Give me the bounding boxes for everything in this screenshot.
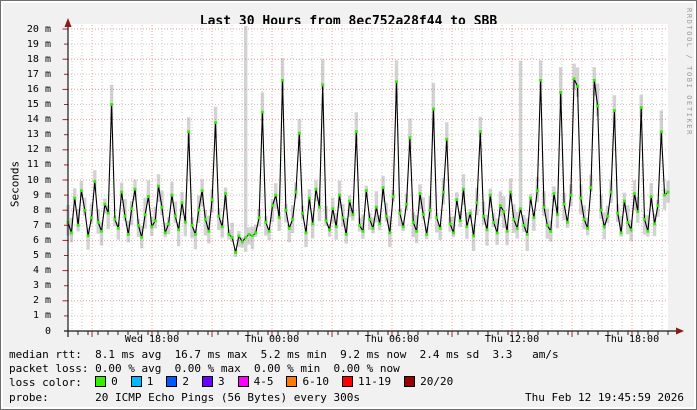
y-axis-arrow-icon	[64, 18, 72, 27]
loss-color-item: 11-19	[341, 375, 392, 389]
loss-color-swatch-icon	[201, 376, 213, 388]
x-tick-label: Thu 06:00	[364, 334, 420, 345]
loss-color-item-label: 2	[182, 375, 189, 388]
y-tick-label: 20 m	[26, 23, 51, 35]
y-tick-label: 7 m	[32, 219, 51, 231]
loss-color-swatch-icon	[130, 376, 142, 388]
legend-probe: probe: 20 ICMP Echo Pings (56 Bytes) eve…	[9, 391, 684, 405]
loss-color-item-label: 20/20	[420, 375, 454, 388]
loss-color-item-label: 0	[111, 375, 118, 388]
y-tick-label: 2 m	[32, 295, 51, 307]
x-tick-label: Thu 00:00	[244, 334, 300, 345]
y-tick-label: 19 m	[26, 38, 51, 50]
y-tick-label: 3 m	[32, 280, 51, 292]
legend-timestamp: Thu Feb 12 19:45:59 2026	[525, 390, 684, 404]
x-tick-label: Thu 12:00	[484, 334, 540, 345]
loss-color-label: loss color:	[9, 376, 96, 390]
probe-label: probe:	[9, 390, 96, 404]
y-tick-label: 4 m	[32, 265, 51, 277]
y-tick-label: 16 m	[26, 83, 51, 95]
y-tick-label: 1 m	[32, 310, 51, 322]
loss-color-item: 0	[95, 375, 118, 389]
loss-color-item: 3	[201, 375, 225, 389]
loss-color-item: 6-10	[286, 375, 329, 389]
y-tick-label: 17 m	[26, 68, 51, 80]
x-tick-label: Thu 18:00	[604, 334, 660, 345]
y-tick-label: 9 m	[32, 189, 51, 201]
loss-color-item: 1	[130, 375, 154, 389]
y-tick-label: 0	[44, 325, 51, 337]
rrdtool-watermark: RRDTOOL / TOBI OETIKER	[685, 8, 693, 136]
loss-color-swatch-icon	[286, 376, 298, 388]
probe-value: 20 ICMP Echo Pings (56 Bytes) every 300s	[95, 390, 360, 404]
loss-color-swatch-icon	[237, 376, 249, 388]
loss-color-item-label: 3	[217, 375, 225, 388]
y-tick-label: 15 m	[26, 99, 51, 110]
y-tick-label: 6 m	[32, 234, 51, 246]
y-tick-label: 8 m	[32, 204, 51, 216]
y-tick-label: 18 m	[26, 53, 51, 65]
median-line	[67, 78, 669, 253]
x-tick-label: Wed 18:00	[124, 334, 180, 345]
loss-color-item: 20/20	[404, 375, 453, 389]
y-tick-label: 11 m	[26, 159, 51, 171]
y-tick-label: 10 m	[26, 174, 51, 186]
legend-packet-loss: packet loss: 0.00 % avg 0.00 % max 0.00 …	[9, 361, 400, 375]
legend-loss-color: loss color: 0 1 2 3 4-5 6-10 11-19 20/20	[9, 375, 684, 391]
y-tick-label: 5 m	[32, 250, 51, 261]
loss-color-swatch-icon	[95, 376, 107, 388]
y-tick-label: 13 m	[26, 129, 51, 141]
loss-color-swatch-icon	[341, 376, 353, 388]
loss-color-item: 4-5	[237, 375, 274, 389]
loss-color-swatch-icon	[404, 376, 416, 388]
plot-area	[62, 18, 684, 337]
x-axis-arrow-icon	[676, 327, 684, 335]
legend: median rtt: 8.1 ms avg 16.7 ms max 5.2 m…	[9, 348, 684, 404]
loss-color-items: 0 1 2 3 4-5 6-10 11-19 20/20	[95, 375, 466, 391]
loss-color-item-label: 1	[146, 375, 154, 388]
loss-color-item-label: 4-5	[253, 375, 274, 388]
y-tick-label: 14 m	[26, 114, 51, 126]
legend-median-rtt: median rtt: 8.1 ms avg 16.7 ms max 5.2 m…	[9, 348, 559, 361]
loss-color-swatch-icon	[166, 376, 178, 388]
y-tick-label: 12 m	[26, 144, 51, 156]
loss-color-item-label: 11-19	[357, 375, 392, 388]
loss-color-item-label: 6-10	[302, 375, 329, 388]
loss-color-item: 2	[166, 375, 189, 389]
